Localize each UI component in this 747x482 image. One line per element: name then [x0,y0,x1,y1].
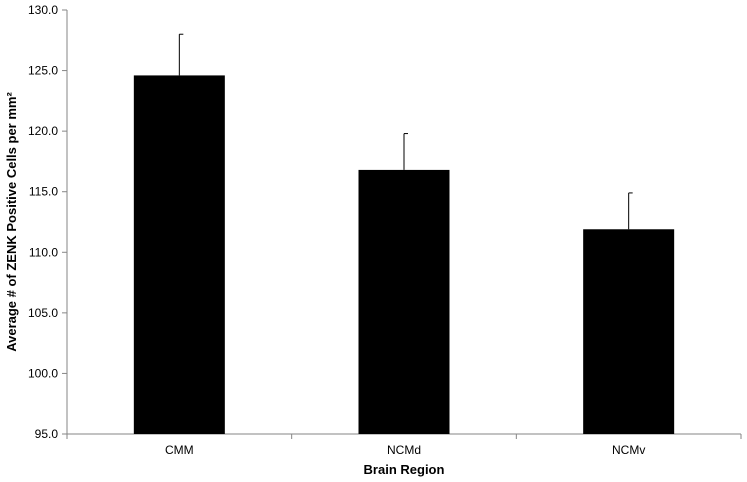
y-axis-title: Average # of ZENK Positive Cells per mm² [4,92,19,352]
y-tick-label: 100.0 [28,366,58,380]
y-axis: 95.0 100.0 105.0 110.0 115.0 120.0 125.0 130.0 [28,3,68,441]
y-tick-label: 105.0 [28,306,58,320]
y-tick-label: 95.0 [35,427,59,441]
x-tick-label: NCMd [387,443,421,457]
x-tick-label: CMM [165,443,194,457]
bar-ncmd [358,169,450,434]
y-tick-label: 125.0 [28,64,58,78]
bar-ncmv [583,229,675,434]
x-axis: CMM NCMd NCMv [66,433,742,457]
error-bars [178,33,633,230]
y-tick-label: 130.0 [28,3,58,17]
bars [133,75,675,434]
y-tick-label: 115.0 [29,185,58,199]
bar-cmm [133,75,225,434]
y-tick-label: 120.0 [28,124,58,138]
x-axis-title: Brain Region [364,462,445,477]
y-tick-label: 110.0 [29,245,58,259]
x-tick-label: NCMv [612,443,645,457]
